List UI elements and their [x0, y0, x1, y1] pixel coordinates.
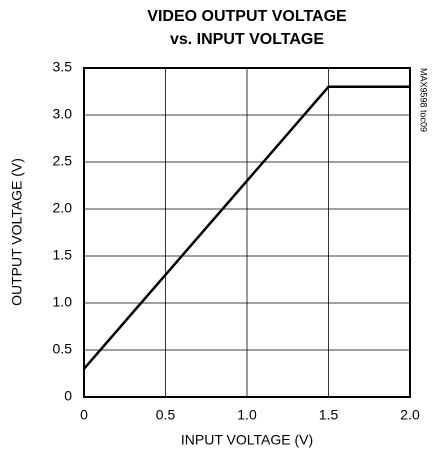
- y-tick-label: 1.5: [53, 247, 73, 263]
- chart-title: VIDEO OUTPUT VOLTAGE: [147, 8, 347, 25]
- y-tick-label: 2.5: [53, 153, 73, 169]
- x-tick-label: 2.0: [400, 407, 420, 423]
- data-line: [83, 85, 410, 370]
- y-tick-label: 0.5: [53, 341, 73, 357]
- x-tick-label: 0.5: [156, 407, 176, 423]
- plot-frame: [83, 67, 411, 398]
- y-axis-label: OUTPUT VOLTAGE (V): [9, 158, 25, 306]
- chart-title: vs. INPUT VOLTAGE: [170, 31, 324, 48]
- x-tick-label: 1.5: [319, 407, 339, 423]
- annotation: MAX9598 toc09: [419, 68, 429, 132]
- x-tick-label: 1.0: [237, 407, 257, 423]
- x-tick-label: 0: [80, 407, 88, 423]
- y-tick-label: 3.5: [53, 59, 73, 75]
- y-tick-label: 1.0: [53, 294, 73, 310]
- y-tick-label: 0: [64, 388, 72, 404]
- y-tick-label: 2.0: [53, 200, 73, 216]
- x-axis-label: INPUT VOLTAGE (V): [181, 432, 313, 448]
- y-tick-label: 3.0: [53, 106, 73, 122]
